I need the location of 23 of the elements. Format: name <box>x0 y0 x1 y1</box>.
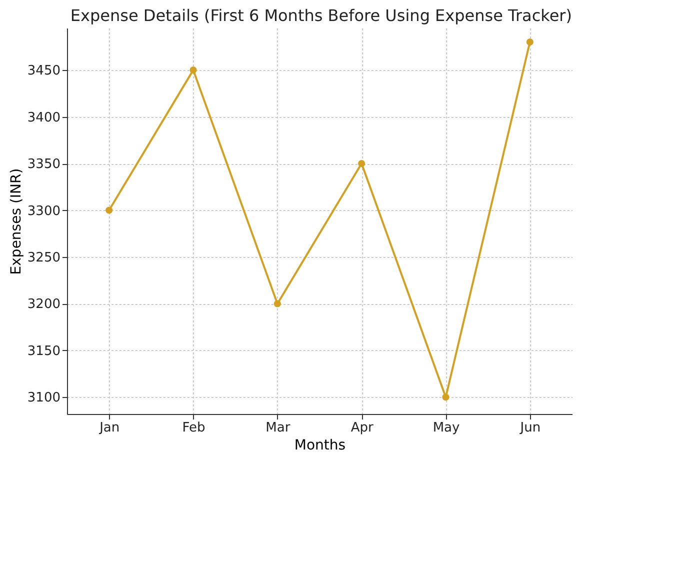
y-tick-label: 3100 <box>27 390 60 406</box>
point <box>358 160 366 168</box>
y-tick-label: 3350 <box>27 157 60 172</box>
y-tick-label: 3150 <box>27 344 60 359</box>
y-tick-label: 3300 <box>27 204 60 219</box>
x-tick-label: Jun <box>519 420 541 436</box>
x-tick-label: Apr <box>350 420 374 436</box>
y-tick-label: 3450 <box>27 64 60 79</box>
point <box>274 300 281 308</box>
x-tick-label: Feb <box>182 420 206 436</box>
point <box>526 38 534 46</box>
y-tick-label: 3400 <box>27 110 60 126</box>
point <box>106 206 113 214</box>
x-tick-label: Jan <box>98 420 120 436</box>
point <box>190 66 197 74</box>
chart-title: Expense Details (First 6 Months Before Using Expense Tracker) <box>70 6 572 25</box>
x-axis-title: Months <box>294 438 346 454</box>
x-tick-label: May <box>432 420 460 436</box>
x-tick-label: Mar <box>266 420 291 436</box>
y-tick-label: 3200 <box>27 297 60 312</box>
y-axis-title: Expenses (INR) <box>8 168 24 275</box>
y-tick-label: 3250 <box>27 250 60 266</box>
point <box>442 394 450 401</box>
